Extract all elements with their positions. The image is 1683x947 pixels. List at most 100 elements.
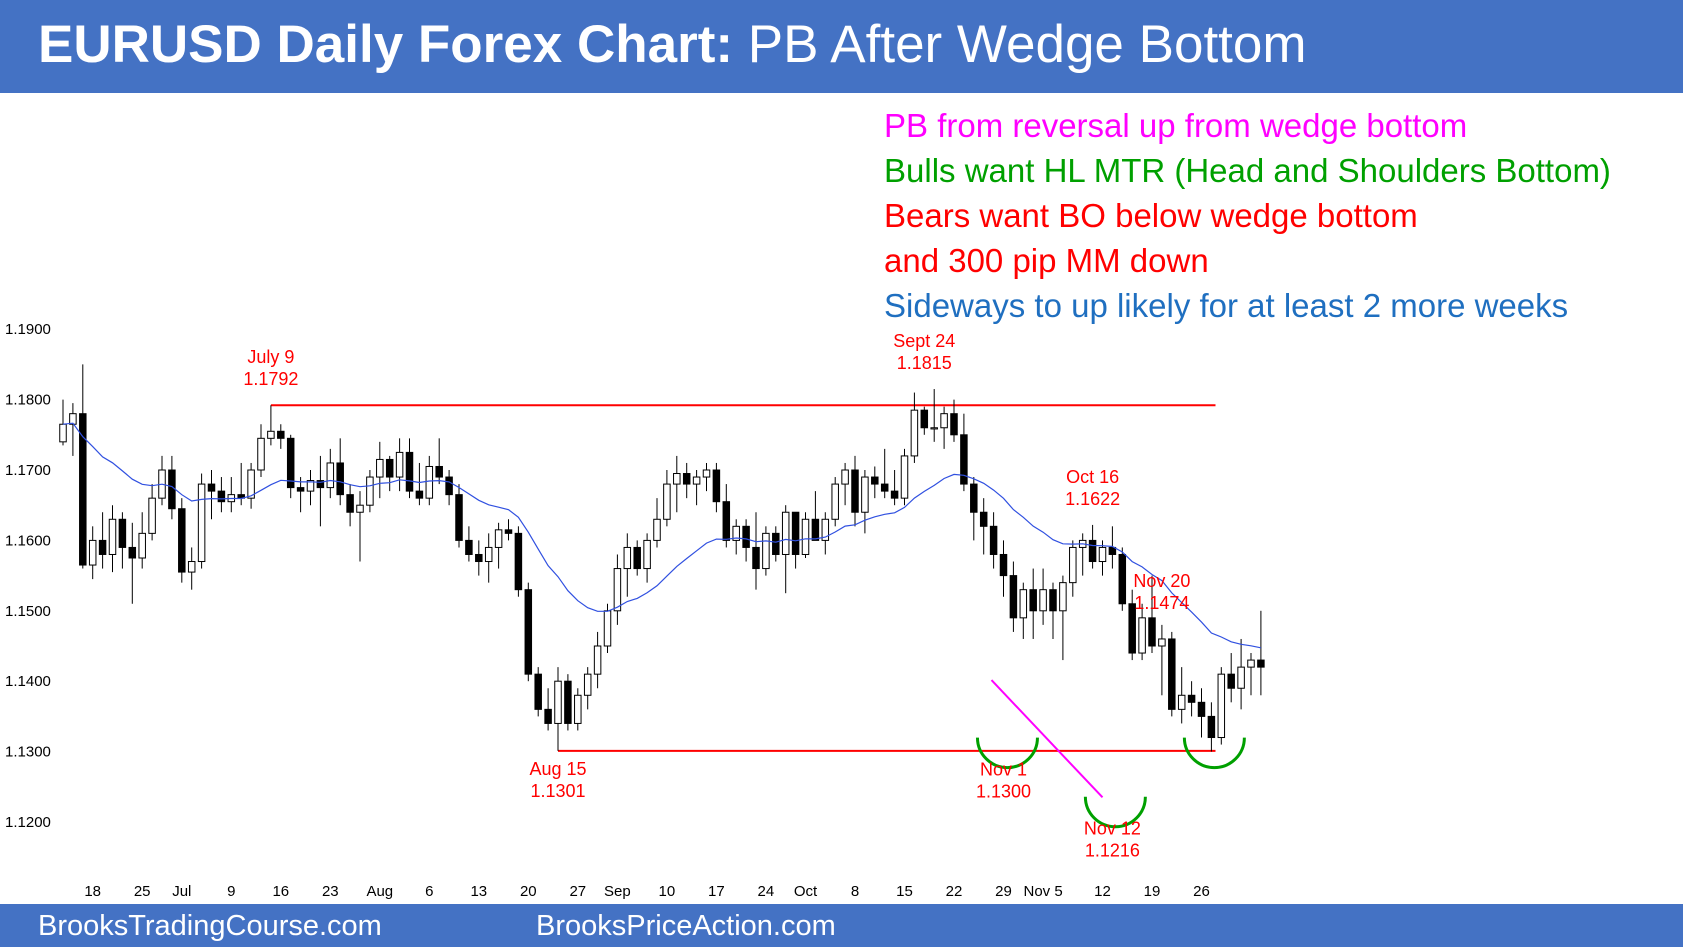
- bear-candle-body: [1207, 715, 1216, 739]
- bull-candle-body: [692, 476, 701, 485]
- price-annotation: 1.1792: [243, 369, 298, 389]
- candle: [554, 667, 562, 751]
- x-tick-label: 12: [1094, 883, 1111, 900]
- bull-candle-body: [702, 469, 711, 478]
- footer-banner: BrooksTradingCourse.com BrooksPriceActio…: [0, 904, 1683, 947]
- candle: [128, 522, 137, 604]
- footer-link-trading-course[interactable]: BrooksTradingCourse.com: [38, 910, 382, 942]
- x-tick-label: 9: [227, 883, 235, 900]
- bear-candle-body: [950, 413, 958, 436]
- price-annotations: July 91.1792 Sept 241.1815 Oct 161.1622 Nov…: [243, 331, 1190, 861]
- bear-candle-body: [1049, 589, 1057, 612]
- bear-candle-body: [118, 518, 127, 548]
- candle: [247, 462, 255, 509]
- candle: [1237, 638, 1245, 710]
- candle: [653, 498, 661, 548]
- bear-candle-body: [752, 546, 760, 570]
- bull-candle-body: [831, 483, 839, 520]
- candle: [673, 455, 681, 513]
- bear-candle-body: [524, 589, 533, 675]
- candle: [821, 512, 830, 555]
- candle: [455, 484, 463, 548]
- bull-candle-body: [732, 525, 740, 541]
- bear-candle-body: [415, 490, 424, 499]
- bull-candle-body: [88, 539, 97, 566]
- bull-candle-body: [326, 462, 335, 489]
- price-annotation: 1.1301: [530, 781, 585, 801]
- bear-candle-body: [207, 483, 216, 492]
- price-annotation: Sept 24: [893, 331, 955, 351]
- candle: [277, 424, 285, 449]
- candle: [118, 512, 127, 569]
- bear-candle-body: [336, 462, 344, 496]
- bull-candle-body: [1247, 659, 1255, 668]
- bear-candle-body: [79, 413, 87, 566]
- bear-candle-body: [880, 483, 889, 492]
- x-tick-label: 23: [322, 883, 339, 900]
- x-tick-label: 25: [134, 883, 151, 900]
- x-tick-label: Nov 5: [1024, 883, 1063, 900]
- bottom-arc: [1182, 737, 1246, 770]
- candle: [395, 438, 404, 492]
- candle: [207, 470, 216, 520]
- bear-candle-body: [475, 553, 483, 563]
- candle: [564, 674, 572, 731]
- candle: [346, 484, 354, 527]
- bull-candle-body: [1158, 638, 1166, 647]
- candle: [880, 448, 889, 499]
- bear-candle-body: [128, 546, 137, 559]
- x-tick-label: 8: [851, 883, 859, 900]
- bull-candle-body: [593, 645, 602, 675]
- candle: [267, 405, 275, 446]
- bottom-arc: [1083, 796, 1147, 829]
- candle: [435, 438, 443, 485]
- x-tick-label: Aug: [366, 883, 393, 900]
- bull-candle-body: [366, 476, 374, 506]
- bull-candle-body: [247, 469, 255, 499]
- bear-candle-body: [168, 469, 176, 510]
- candle: [227, 477, 236, 513]
- bear-candle-body: [633, 546, 641, 570]
- bear-candle-body: [296, 487, 305, 492]
- candle: [1049, 582, 1057, 639]
- bear-candle-body: [871, 476, 879, 485]
- bull-candle-body: [603, 610, 612, 647]
- x-axis: 18 25 Jul 9 16 23 Aug 6 13 20 27 Sep 10 17 24 Oct 8 15 22 2…: [84, 883, 1209, 900]
- candle: [831, 477, 839, 527]
- commentary-notes: PB from reversal up from wedge bottom Bu…: [884, 103, 1611, 328]
- candle: [593, 631, 602, 689]
- note-line-4: and 300 pip MM down: [884, 242, 1209, 279]
- candle: [286, 434, 295, 499]
- price-annotation: Aug 15: [529, 759, 586, 779]
- candle: [385, 455, 394, 492]
- bear-candle-body: [217, 490, 226, 503]
- bear-candle-body: [286, 437, 295, 489]
- bottom-arc: [975, 737, 1039, 770]
- candle: [1168, 631, 1176, 717]
- footer-link-price-action[interactable]: BrooksPriceAction.com: [536, 910, 836, 942]
- x-tick-label: 10: [659, 883, 676, 900]
- candle: [623, 533, 632, 597]
- bear-candle-body: [960, 434, 968, 485]
- candle: [1227, 653, 1235, 703]
- candle: [841, 462, 849, 506]
- bear-candle-body: [564, 680, 572, 724]
- bull-candle-body: [801, 518, 810, 555]
- candle: [187, 547, 196, 590]
- candle: [1187, 681, 1196, 717]
- candle: [732, 519, 740, 555]
- bull-candle-body: [583, 673, 592, 696]
- candle: [692, 470, 701, 506]
- bull-candle-body: [108, 518, 117, 555]
- candle: [1088, 524, 1097, 569]
- bear-candle-body: [999, 553, 1008, 577]
- price-annotation: 1.1815: [897, 353, 952, 373]
- bull-candle-body: [187, 561, 196, 573]
- bear-candle-body: [742, 525, 750, 548]
- candle: [514, 526, 523, 597]
- x-tick-label: 20: [520, 883, 537, 900]
- title-bold-part: EURUSD Daily Forex Chart:: [38, 15, 734, 74]
- bear-candle-body: [712, 469, 721, 503]
- bear-candle-body: [435, 465, 443, 478]
- title-subtitle-part: PB After Wedge Bottom: [747, 15, 1307, 74]
